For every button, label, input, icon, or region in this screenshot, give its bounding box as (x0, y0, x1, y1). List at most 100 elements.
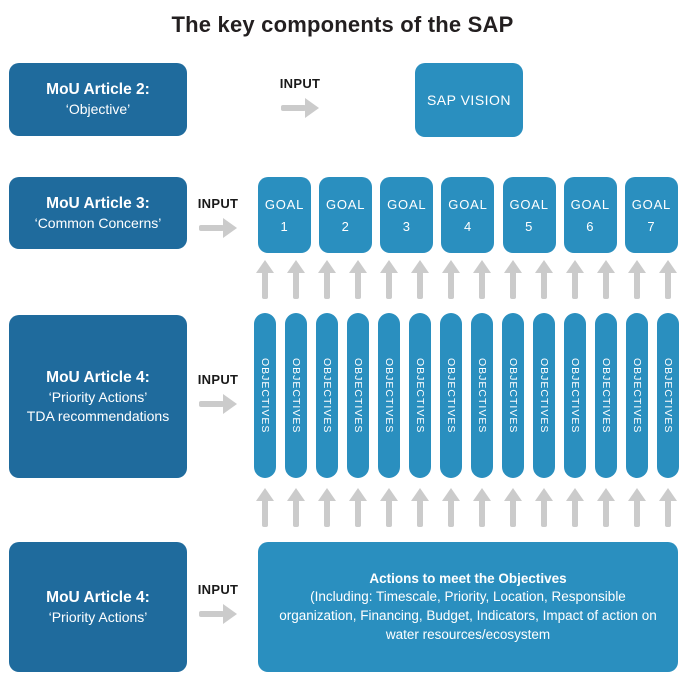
objectives-label: OBJECTIVES (631, 357, 643, 434)
up-arrow-icon (534, 260, 554, 300)
up-arrow-icon (317, 260, 337, 300)
goal-number: 4 (463, 218, 472, 234)
goal-title: GOAL (325, 196, 366, 212)
input-group-goals: INPUT (196, 196, 240, 238)
up-arrow-icon (286, 488, 306, 528)
objectives-pill: OBJECTIVES (564, 313, 586, 478)
arrow-cell (564, 260, 586, 300)
arrow-cell (285, 260, 307, 300)
arrow-cell (471, 488, 493, 528)
input-label: INPUT (197, 582, 239, 597)
up-arrow-icon (410, 260, 430, 300)
arrow-cell (533, 488, 555, 528)
mou-article-3-title: MoU Article 3: (46, 194, 150, 212)
actions-box: Actions to meet the Objectives (Includin… (258, 542, 678, 672)
up-arrow-icon (255, 260, 275, 300)
goal-box-3: GOAL 3 (380, 177, 434, 253)
objectives-pill: OBJECTIVES (595, 313, 617, 478)
input-group-vision: INPUT (278, 76, 322, 118)
arrow-cell (657, 260, 679, 300)
mou-article-2-subtitle: ‘Objective’ (65, 101, 131, 118)
goal-box-7: GOAL 7 (624, 177, 678, 253)
arrow-cell (502, 260, 524, 300)
arrow-cell (378, 488, 400, 528)
arrow-cell (285, 488, 307, 528)
input-label: INPUT (279, 76, 321, 91)
goal-box-6: GOAL 6 (563, 177, 617, 253)
goal-number: 7 (647, 218, 656, 234)
arrow-cell (626, 260, 648, 300)
goal-title: GOAL (264, 196, 305, 212)
mou-article-3-box: MoU Article 3: ‘Common Concerns’ (9, 177, 187, 249)
up-arrow-icon (472, 488, 492, 528)
arrow-cell (409, 488, 431, 528)
arrow-cell (440, 488, 462, 528)
objectives-pill: OBJECTIVES (657, 313, 679, 478)
arrow-cell (657, 488, 679, 528)
objectives-pill: OBJECTIVES (502, 313, 524, 478)
mou-article-4-priority-title: MoU Article 4: (46, 588, 150, 606)
up-arrow-icon (596, 260, 616, 300)
objectives-pill: OBJECTIVES (440, 313, 462, 478)
up-arrow-icon (348, 260, 368, 300)
up-arrow-icon (379, 260, 399, 300)
arrow-cell (316, 260, 338, 300)
objectives-label: OBJECTIVES (569, 357, 581, 434)
arrow-cell (564, 488, 586, 528)
sap-vision-box: SAP VISION (415, 63, 523, 137)
mou-article-2-title: MoU Article 2: (46, 81, 150, 99)
mou-article-2-box: MoU Article 2: ‘Objective’ (9, 63, 187, 136)
mou-article-4-title: MoU Article 4: (46, 369, 150, 387)
objectives-pill: OBJECTIVES (533, 313, 555, 478)
up-arrow-icon (441, 488, 461, 528)
objectives-pill: OBJECTIVES (471, 313, 493, 478)
mou-article-4-priority-subtitle: ‘Priority Actions’ (48, 608, 148, 625)
arrow-cell (440, 260, 462, 300)
objectives-label: OBJECTIVES (290, 357, 302, 434)
mou-article-3-subtitle: ‘Common Concerns’ (34, 214, 162, 231)
arrow-cell (595, 488, 617, 528)
arrow-cell (347, 260, 369, 300)
goals-row: GOAL 1 GOAL 2 GOAL 3 GOAL 4 GOAL 5 GOAL … (258, 177, 678, 253)
up-arrow-icon (503, 260, 523, 300)
up-arrow-icon (503, 488, 523, 528)
input-group-objectives: INPUT (196, 372, 240, 414)
up-arrow-icon (627, 260, 647, 300)
objectives-pill: OBJECTIVES (378, 313, 400, 478)
up-arrow-icon (596, 488, 616, 528)
arrow-cell (347, 488, 369, 528)
up-arrow-icon (534, 488, 554, 528)
goal-number: 2 (341, 218, 350, 234)
objectives-label: OBJECTIVES (352, 357, 364, 434)
sap-vision-label: SAP VISION (426, 92, 512, 108)
right-arrow-icon (199, 218, 237, 238)
up-arrow-icon (565, 260, 585, 300)
actions-body: (Including: Timescale, Priority, Locatio… (279, 589, 657, 642)
goal-box-1: GOAL 1 (258, 177, 311, 253)
up-arrow-icon (410, 488, 430, 528)
objectives-label: OBJECTIVES (259, 357, 271, 434)
arrows-objectives-to-goals (254, 260, 679, 300)
goal-box-2: GOAL 2 (319, 177, 373, 253)
objectives-label: OBJECTIVES (321, 357, 333, 434)
goal-title: GOAL (631, 196, 672, 212)
goal-number: 6 (586, 218, 595, 234)
mou-article-4-subtitle: ‘Priority Actions’ (48, 389, 148, 406)
arrow-cell (626, 488, 648, 528)
up-arrow-icon (565, 488, 585, 528)
objectives-row: OBJECTIVES OBJECTIVES OBJECTIVES OBJECTI… (254, 313, 679, 478)
input-group-actions: INPUT (196, 582, 240, 624)
goal-number: 1 (280, 218, 289, 234)
mou-article-4-priority-box: MoU Article 4: ‘Priority Actions’ (9, 542, 187, 672)
objectives-label: OBJECTIVES (538, 357, 550, 434)
goal-number: 5 (525, 218, 534, 234)
up-arrow-icon (472, 260, 492, 300)
goal-title: GOAL (448, 196, 488, 212)
arrow-cell (409, 260, 431, 300)
objectives-label: OBJECTIVES (383, 357, 395, 434)
objectives-label: OBJECTIVES (414, 357, 426, 434)
mou-article-4-line3: TDA recommendations (26, 407, 170, 424)
objectives-pill: OBJECTIVES (285, 313, 307, 478)
page-title: The key components of the SAP (171, 12, 514, 37)
